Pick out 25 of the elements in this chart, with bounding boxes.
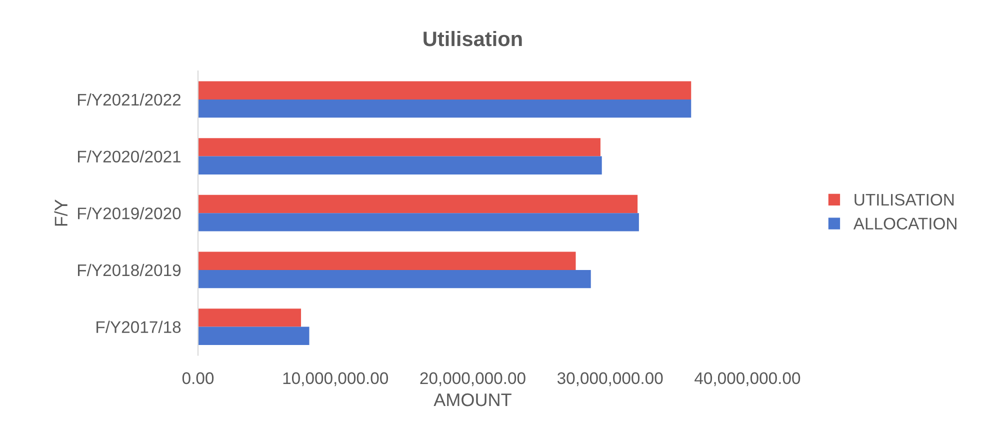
x-tick-label: 20,000,000.00 — [420, 372, 526, 386]
y-axis-title: F/Y — [54, 199, 68, 226]
bar — [198, 138, 600, 156]
bar — [198, 326, 310, 345]
bar — [198, 213, 639, 232]
bar — [198, 99, 692, 118]
legend-label: UTILISATION — [854, 194, 954, 206]
y-tick-label: F/Y2018/2019 — [78, 264, 181, 276]
chart-title: Utilisation — [424, 30, 522, 46]
x-tick-label: 10,000,000.00 — [283, 372, 388, 386]
y-tick-label: F/Y2021/2022 — [78, 93, 181, 106]
bar — [198, 270, 591, 288]
x-tick-label: 30,000,000.00 — [557, 372, 663, 386]
x-tick-label: 40,000,000.00 — [694, 372, 800, 386]
bar — [198, 252, 576, 270]
bar — [198, 156, 602, 174]
x-tick-label: 0.00 — [182, 372, 214, 384]
y-tick-label: F/Y2017/18 — [96, 320, 181, 333]
bar — [198, 308, 302, 327]
bar — [198, 81, 692, 100]
legend-label: ALLOCATION — [853, 218, 956, 230]
x-axis-title: AMOUNT — [434, 393, 512, 406]
y-tick-label: F/Y2020/2021 — [78, 150, 181, 162]
y-tick-label: F/Y2019/2020 — [78, 207, 181, 220]
bar — [198, 194, 638, 214]
